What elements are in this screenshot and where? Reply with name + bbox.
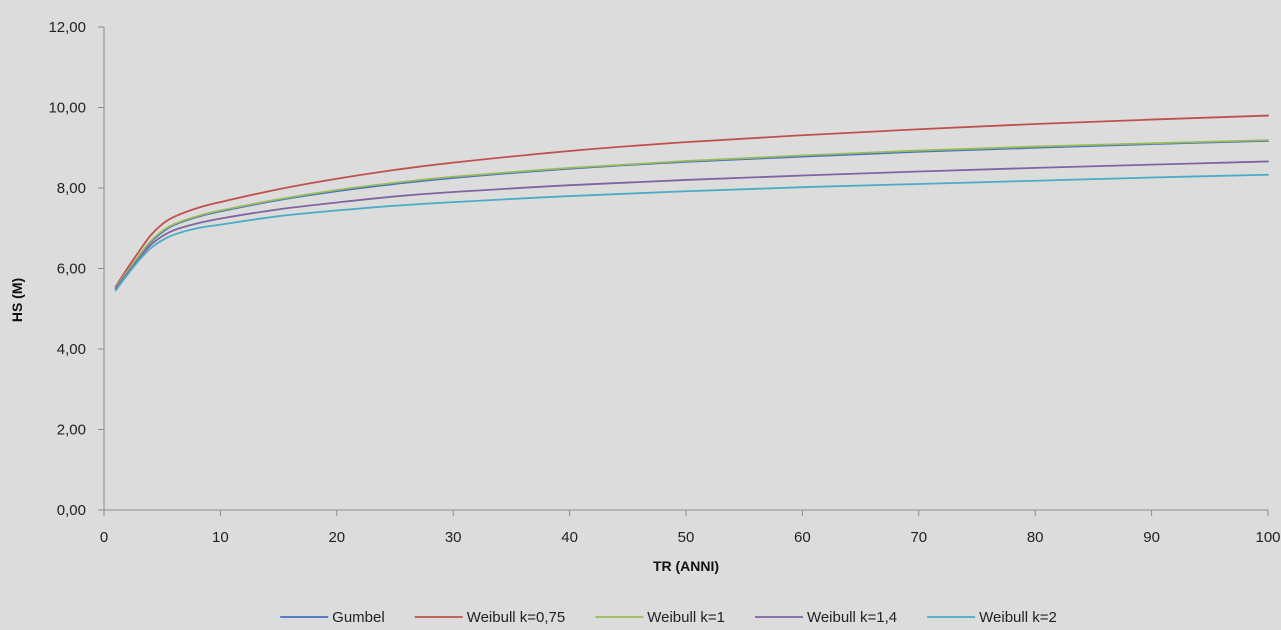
y-axis-ticks: 0,00 2,00 4,00 6,00 8,00 10,00 12,00 [48, 19, 104, 519]
legend-label: Weibull k=1,4 [807, 609, 897, 626]
legend-label: Weibull k=2 [979, 609, 1057, 626]
y-tick-label: 10,00 [48, 100, 86, 117]
y-tick-label: 8,00 [57, 180, 86, 197]
y-axis-title: HS (M) [9, 278, 25, 322]
legend-item-weibull-k-1: Weibull k=1 [595, 609, 725, 626]
series-line-weibull-k-2 [114, 173, 1269, 292]
y-tick-label: 2,00 [57, 422, 86, 439]
series-line-weibull-k-1-4 [114, 160, 1269, 290]
x-tick-label: 20 [328, 529, 345, 546]
x-tick-label: 80 [1027, 529, 1044, 546]
x-tick-label: 10 [212, 529, 229, 546]
legend-label: Weibull k=0,75 [467, 609, 566, 626]
legend-item-weibull-k-1-4: Weibull k=1,4 [754, 609, 897, 626]
legend-item-weibull-k-0-75: Weibull k=0,75 [414, 609, 566, 626]
legend-label: Gumbel [332, 609, 385, 626]
y-tick-label: 6,00 [57, 261, 86, 278]
series-lines [114, 114, 1269, 292]
legend-item-weibull-k-2: Weibull k=2 [927, 609, 1057, 626]
legend-label: Weibull k=1 [647, 609, 725, 626]
x-axis-ticks: 0 10 20 30 40 50 60 70 80 90 100 [100, 510, 1281, 546]
axes [103, 27, 1268, 511]
x-tick-label: 40 [561, 529, 578, 546]
x-tick-label: 100 [1255, 529, 1280, 546]
x-tick-label: 70 [910, 529, 927, 546]
series-line-weibull-k-1 [114, 139, 1269, 289]
series-line-gumbel [114, 140, 1269, 290]
x-tick-label: 30 [445, 529, 462, 546]
x-tick-label: 90 [1143, 529, 1160, 546]
y-tick-label: 4,00 [57, 341, 86, 358]
legend: Gumbel Weibull k=0,75 Weibull k=1 Weibull k… [280, 609, 1057, 626]
series-line-weibull-k-0-75 [114, 114, 1269, 288]
x-axis-title: TR (ANNI) [653, 558, 719, 574]
x-tick-label: 50 [678, 529, 695, 546]
legend-item-gumbel: Gumbel [280, 609, 385, 626]
y-tick-label: 12,00 [48, 19, 86, 36]
x-tick-label: 60 [794, 529, 811, 546]
y-tick-label: 0,00 [57, 502, 86, 519]
x-tick-label: 0 [100, 529, 108, 546]
